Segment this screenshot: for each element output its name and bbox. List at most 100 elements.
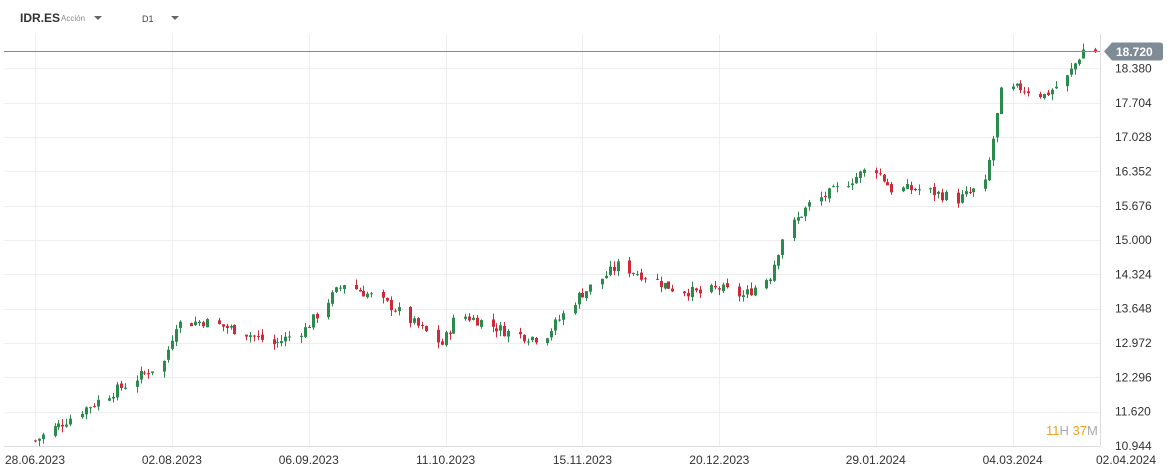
- candle-body: [714, 285, 717, 288]
- symbol-label[interactable]: IDR.ES: [20, 11, 61, 25]
- candle-body: [1023, 91, 1026, 93]
- candle-body: [206, 319, 209, 328]
- candle-body: [245, 334, 248, 337]
- candle-body: [304, 327, 307, 337]
- timer-minutes: 37: [1072, 423, 1087, 438]
- timeframe-dropdown-icon[interactable]: [171, 16, 179, 20]
- candle-body: [765, 280, 768, 289]
- candle-body: [1055, 86, 1058, 89]
- candle-body: [1043, 94, 1046, 99]
- candle-body: [578, 292, 581, 305]
- candle-body: [85, 407, 88, 415]
- candle-body: [452, 317, 455, 334]
- candle-body: [1016, 83, 1019, 86]
- candle-body: [163, 360, 166, 372]
- candle-body: [558, 319, 561, 321]
- candle-body: [409, 306, 412, 324]
- candle-body: [726, 283, 729, 288]
- candle-body: [918, 189, 921, 191]
- candle-body: [147, 373, 150, 375]
- candle-body: [308, 327, 311, 329]
- timer-minutes-label: M: [1086, 423, 1098, 438]
- candle-body: [722, 284, 725, 292]
- candle-body: [218, 320, 221, 324]
- candle-body: [632, 272, 635, 274]
- candle-body: [1039, 93, 1042, 98]
- candle-body: [836, 186, 839, 188]
- candle-body: [781, 239, 784, 255]
- candle-body: [804, 207, 807, 217]
- candle-body: [961, 194, 964, 203]
- candle-body: [1051, 89, 1054, 95]
- candle-body: [190, 323, 193, 327]
- candle-body: [472, 317, 475, 320]
- x-tick-label: 06.09.2023: [279, 453, 339, 467]
- current-price-tag: [1104, 42, 1163, 61]
- candle-body: [562, 313, 565, 320]
- y-tick-label: 14.324: [1115, 267, 1152, 281]
- candle-body: [883, 174, 886, 182]
- candle-body: [398, 307, 401, 312]
- candle-body: [660, 281, 663, 287]
- candle-body: [437, 329, 440, 343]
- candle-body: [194, 321, 197, 326]
- candle-body: [362, 290, 365, 297]
- symbol-dropdown-icon[interactable]: [94, 16, 102, 20]
- candle-body: [108, 398, 111, 401]
- candle-body: [617, 261, 620, 272]
- timer-hours: 11: [1046, 423, 1060, 438]
- candle-body: [535, 337, 538, 343]
- candle-body: [343, 285, 346, 290]
- candle-body: [179, 321, 182, 329]
- candle-body: [742, 295, 745, 298]
- candle-body: [370, 293, 373, 295]
- candle-body: [257, 335, 260, 337]
- y-tick-label: 12.972: [1115, 336, 1152, 350]
- candle-body: [851, 183, 854, 186]
- candle-body: [468, 316, 471, 321]
- candle-body: [1066, 75, 1069, 87]
- candle-body: [143, 372, 146, 374]
- candle-body: [175, 329, 178, 342]
- candle-body: [57, 423, 60, 428]
- candle-body: [253, 335, 256, 337]
- candle-body: [797, 217, 800, 221]
- candle-body: [492, 319, 495, 327]
- candle-body: [945, 192, 948, 201]
- candle-body: [875, 170, 878, 174]
- y-tick-label: 12.296: [1115, 370, 1152, 384]
- candle-body: [335, 287, 338, 293]
- candle-body: [480, 319, 483, 327]
- timeframe-label[interactable]: D1: [142, 14, 154, 24]
- candle-body: [42, 434, 45, 439]
- candle-body: [910, 185, 913, 191]
- candle-body: [151, 371, 154, 373]
- candle-body: [914, 188, 917, 191]
- candle-body: [546, 338, 549, 344]
- candle-body: [879, 173, 882, 175]
- candle-body: [327, 302, 330, 318]
- candle-body: [499, 325, 502, 331]
- x-tick-label: 29.01.2024: [846, 453, 906, 467]
- candle-body: [202, 322, 205, 327]
- y-tick-label: 17.704: [1115, 96, 1152, 110]
- y-tick-label: 10.944: [1115, 439, 1152, 453]
- candle-body: [738, 286, 741, 297]
- x-tick-label: 15.11.2023: [553, 453, 612, 467]
- candle-body: [683, 291, 686, 294]
- candle-body: [695, 288, 698, 291]
- candle-body: [750, 288, 753, 296]
- candle-body: [1074, 63, 1077, 70]
- candle-body: [957, 192, 960, 204]
- candle-body: [691, 286, 694, 298]
- candle-body: [226, 325, 229, 328]
- candle-body: [112, 396, 115, 399]
- candle-body: [288, 336, 291, 338]
- x-tick-label: 20.12.2023: [689, 453, 749, 467]
- candle-body: [382, 291, 385, 298]
- candle-body: [699, 289, 702, 294]
- candle-body: [1012, 86, 1015, 89]
- candle-body: [300, 335, 303, 337]
- candle-body: [312, 314, 315, 328]
